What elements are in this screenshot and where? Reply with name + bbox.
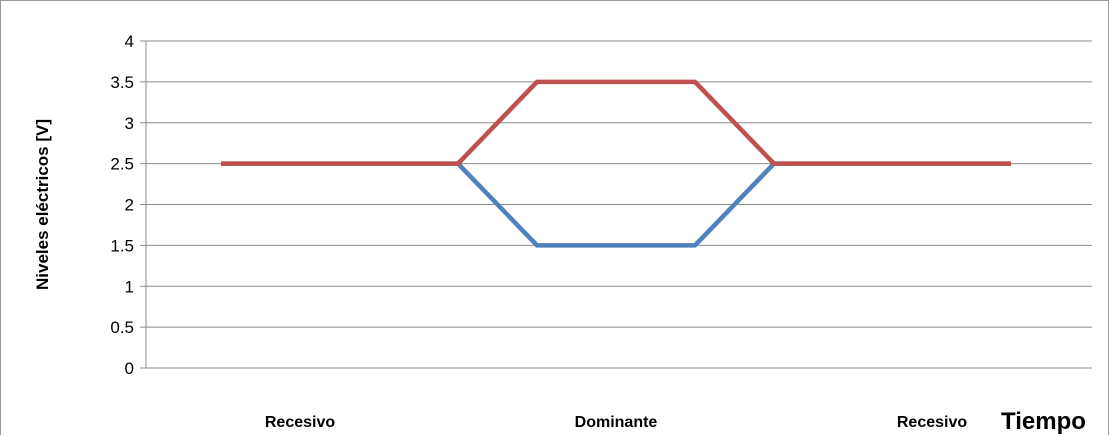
series-line-2 — [221, 79, 1011, 166]
x-category-labels: Recesivo Dominante Recesivo — [265, 414, 967, 431]
y-tick-label: 0.5 — [110, 318, 134, 337]
x-category-label: Recesivo — [265, 414, 335, 431]
y-tick-labels: 0 0.5 1 1.5 2 2.5 3 3.5 4 — [110, 32, 134, 378]
y-tick-label: 3.5 — [110, 73, 134, 92]
y-tick-label: 0 — [125, 359, 134, 378]
y-tick-label: 1.5 — [110, 236, 134, 255]
y-tick-label: 3 — [125, 114, 134, 133]
y-tick-label: 1 — [125, 277, 134, 296]
x-category-label: Dominante — [575, 414, 658, 431]
series-lines — [221, 79, 1011, 248]
axes — [140, 40, 1092, 369]
y-tick-label: 4 — [125, 32, 134, 51]
y-tick-label: 2 — [125, 196, 134, 215]
x-axis-title: Tiempo — [1001, 408, 1086, 435]
y-tick-label: 2.5 — [110, 155, 134, 174]
x-category-label: Recesivo — [897, 414, 967, 431]
y-axis-title: Niveles eléctricos [V] — [33, 119, 52, 290]
